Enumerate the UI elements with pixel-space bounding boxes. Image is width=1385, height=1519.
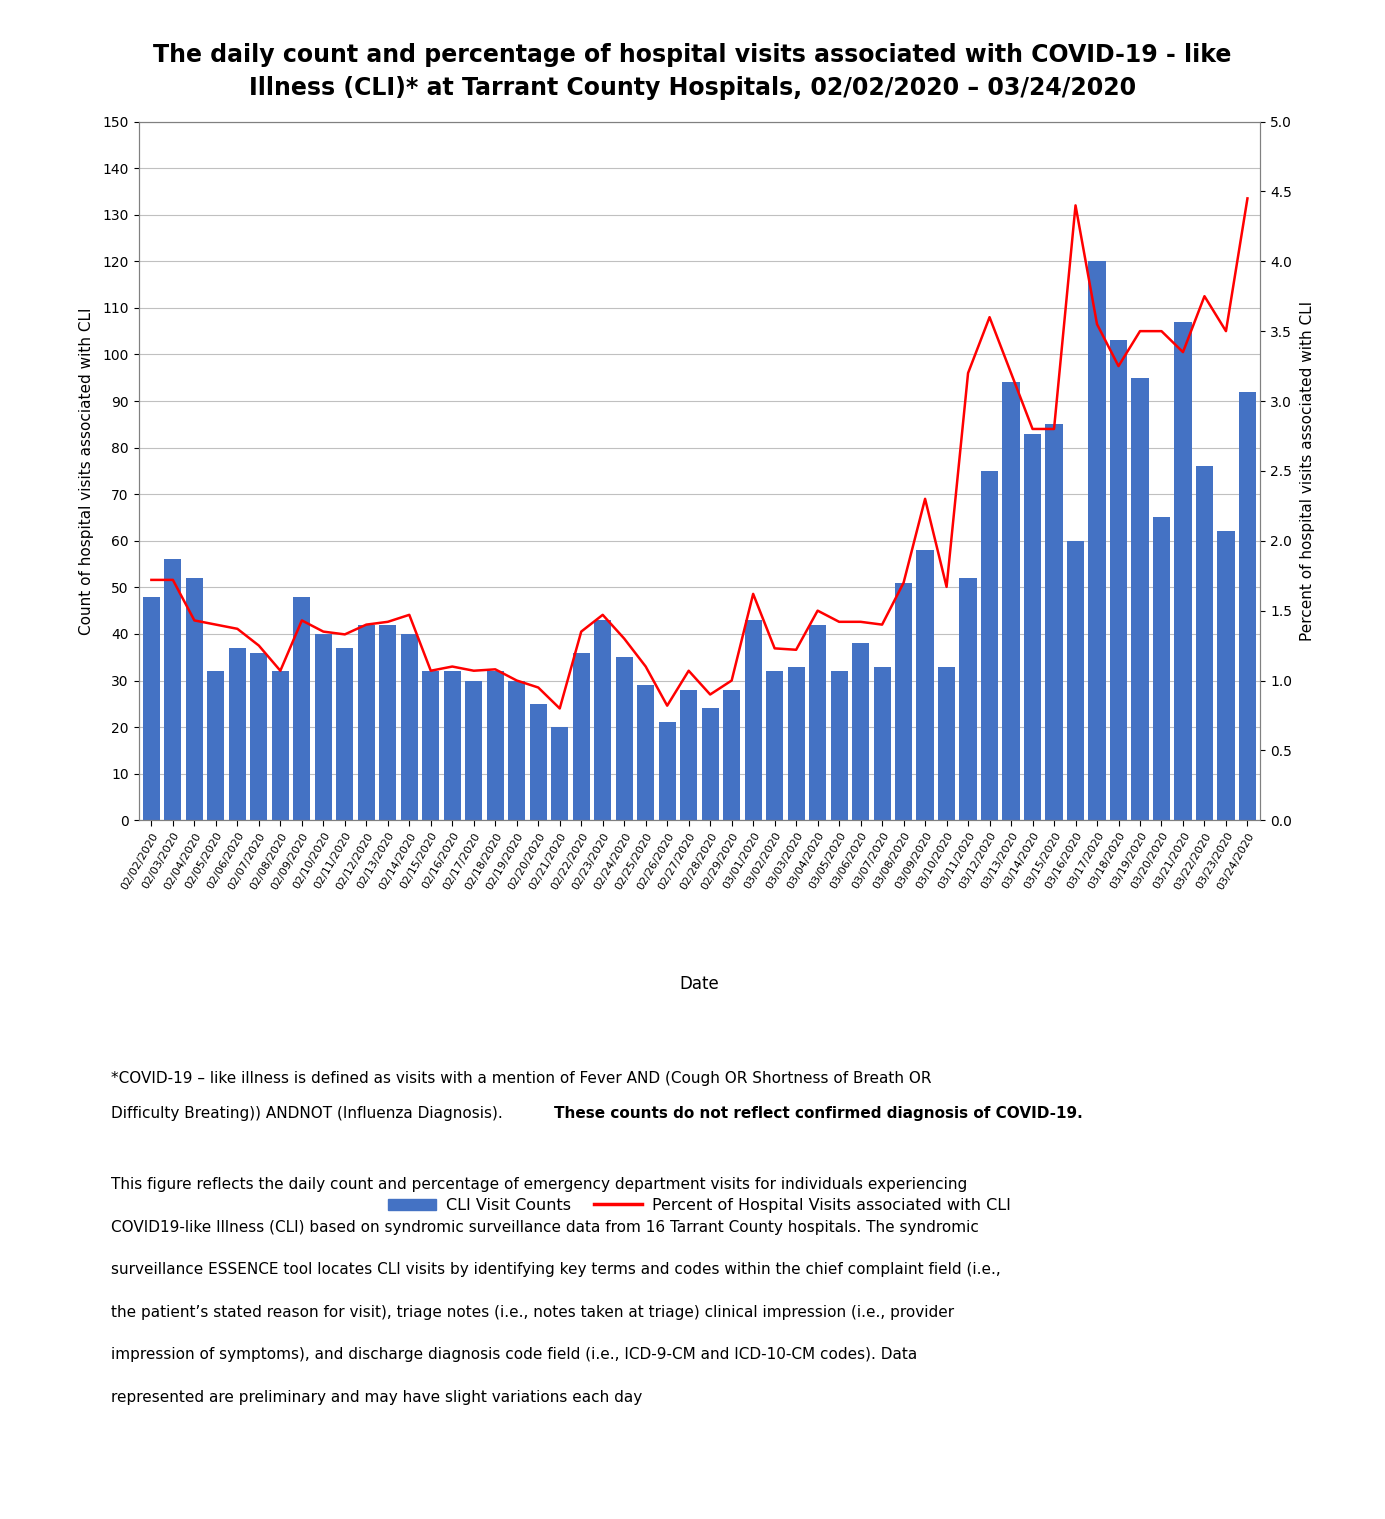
Bar (831, 671, 848, 820)
Text: represented are preliminary and may have slight variations each day: represented are preliminary and may have… (111, 1390, 643, 1405)
Bar (1152, 518, 1170, 820)
Bar (294, 597, 310, 820)
Text: *COVID-19 – like illness is defined as visits with a mention of Fever AND (Cough: *COVID-19 – like illness is defined as v… (111, 1071, 931, 1086)
Y-axis label: Percent of hospital visits associated with CLI: Percent of hospital visits associated wi… (1301, 301, 1316, 641)
Text: Illness (CLI)* at Tarrant County Hospitals, 02/02/2020 – 03/24/2020: Illness (CLI)* at Tarrant County Hospita… (249, 76, 1136, 100)
Bar (766, 671, 784, 820)
Bar (938, 667, 956, 820)
Bar (852, 643, 870, 820)
Bar (1046, 424, 1062, 820)
Bar (186, 579, 204, 820)
Y-axis label: Count of hospital visits associated with CLI: Count of hospital visits associated with… (79, 307, 94, 635)
Bar (572, 653, 590, 820)
Bar (680, 690, 697, 820)
Bar (357, 624, 375, 820)
Bar (1174, 322, 1191, 820)
Bar (229, 649, 247, 820)
Bar (271, 671, 289, 820)
Bar (1238, 392, 1256, 820)
Bar (486, 671, 504, 820)
Bar (874, 667, 891, 820)
Bar (508, 681, 525, 820)
Bar (1003, 383, 1019, 820)
Bar (1109, 340, 1127, 820)
Bar (917, 550, 933, 820)
Text: the patient’s stated reason for visit), triage notes (i.e., notes taken at triag: the patient’s stated reason for visit), … (111, 1305, 954, 1320)
Bar (788, 667, 805, 820)
Bar (637, 685, 654, 820)
Bar (379, 624, 396, 820)
Bar (443, 671, 461, 820)
Text: The daily count and percentage of hospital visits associated with COVID-19 - lik: The daily count and percentage of hospit… (154, 43, 1231, 67)
Bar (1024, 433, 1042, 820)
Legend: CLI Visit Counts, Percent of Hospital Visits associated with CLI: CLI Visit Counts, Percent of Hospital Vi… (382, 1191, 1017, 1220)
Bar (723, 690, 740, 820)
Bar (895, 583, 913, 820)
Bar (1089, 261, 1105, 820)
Bar (1132, 378, 1148, 820)
Bar (529, 703, 547, 820)
Text: COVID19-like Illness (CLI) based on syndromic surveillance data from 16 Tarrant : COVID19-like Illness (CLI) based on synd… (111, 1220, 979, 1235)
Bar (314, 633, 332, 820)
Bar (400, 633, 418, 820)
Bar (551, 728, 568, 820)
Bar (659, 723, 676, 820)
Bar (165, 559, 181, 820)
Bar (208, 671, 224, 820)
Text: These counts do not reflect confirmed diagnosis of COVID-19.: These counts do not reflect confirmed di… (554, 1106, 1083, 1121)
Bar (143, 597, 161, 820)
Bar (337, 649, 353, 820)
Text: surveillance ESSENCE tool locates CLI visits by identifying key terms and codes : surveillance ESSENCE tool locates CLI vi… (111, 1262, 1000, 1277)
Bar (702, 708, 719, 820)
Bar (1066, 541, 1084, 820)
Bar (981, 471, 999, 820)
Bar (745, 620, 762, 820)
Bar (465, 681, 482, 820)
X-axis label: Date: Date (680, 975, 719, 992)
Bar (960, 579, 976, 820)
Bar (1217, 532, 1234, 820)
Text: impression of symptoms), and discharge diagnosis code field (i.e., ICD-9-CM and : impression of symptoms), and discharge d… (111, 1347, 917, 1363)
Bar (251, 653, 267, 820)
Bar (1195, 466, 1213, 820)
Bar (615, 658, 633, 820)
Bar (809, 624, 827, 820)
Bar (594, 620, 611, 820)
Bar (422, 671, 439, 820)
Text: This figure reflects the daily count and percentage of emergency department visi: This figure reflects the daily count and… (111, 1177, 967, 1192)
Text: Difficulty Breating)) ANDNOT (Influenza Diagnosis).: Difficulty Breating)) ANDNOT (Influenza … (111, 1106, 507, 1121)
